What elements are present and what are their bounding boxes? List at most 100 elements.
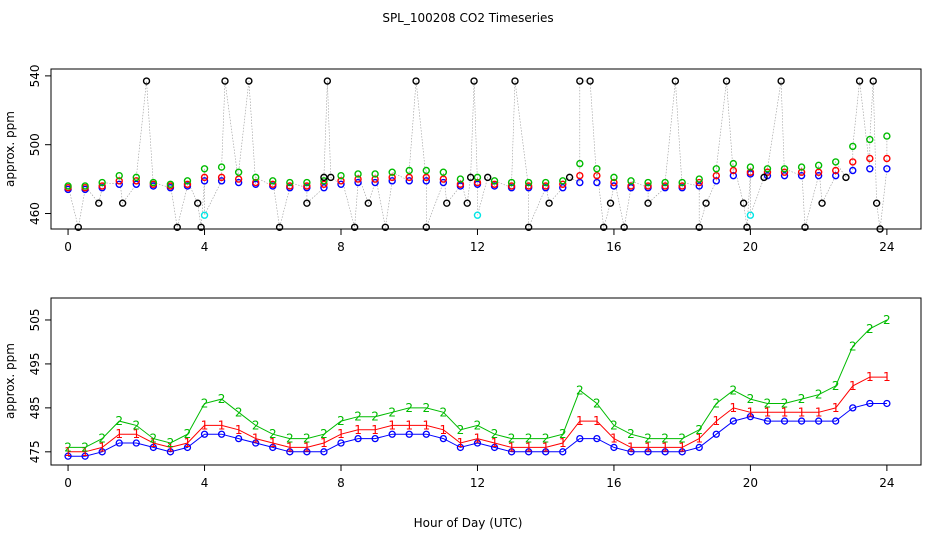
top-point-black bbox=[323, 77, 332, 85]
bottom-point-series-3 bbox=[883, 399, 891, 408]
bottom-point-series-3 bbox=[866, 399, 874, 408]
bottom-point-series-2: 2 bbox=[781, 396, 789, 410]
bottom-point-series-1: 1 bbox=[303, 440, 311, 454]
bottom-point-series-3 bbox=[98, 448, 106, 456]
top-point-black bbox=[545, 199, 553, 207]
bottom-point-series-3 bbox=[234, 434, 243, 443]
bottom-point-series-2: 2 bbox=[286, 432, 294, 446]
top-point-blue bbox=[849, 166, 857, 175]
bottom-point-series-1: 1 bbox=[627, 440, 635, 454]
top-y-tick-label: 540 bbox=[28, 64, 42, 87]
top-point-red bbox=[524, 182, 533, 190]
bottom-point-series-1: 1 bbox=[286, 440, 294, 454]
top-point-green bbox=[269, 177, 277, 185]
top-point-green bbox=[473, 173, 482, 182]
top-point-blue bbox=[695, 182, 703, 190]
top-point-black bbox=[327, 173, 335, 182]
bottom-point-series-1: 1 bbox=[491, 436, 499, 450]
top-point-black bbox=[695, 223, 703, 231]
top-point-green bbox=[490, 177, 499, 185]
bottom-point-series-2: 2 bbox=[218, 392, 226, 406]
bottom-point-series-2: 2 bbox=[98, 432, 106, 446]
bottom-point-series-2: 2 bbox=[747, 392, 755, 406]
top-point-red bbox=[132, 177, 140, 185]
top-point-red bbox=[797, 168, 806, 176]
top-point-black bbox=[466, 173, 475, 182]
bottom-ylabel: approx. ppm bbox=[3, 343, 17, 419]
top-point-red bbox=[115, 177, 123, 185]
bottom-point-series-2: 2 bbox=[440, 405, 448, 419]
bottom-x-tick-label: 0 bbox=[64, 476, 72, 490]
top-point-green bbox=[81, 182, 89, 190]
bottom-point-series-1: 1 bbox=[184, 436, 192, 450]
bottom-point-series-3 bbox=[149, 443, 158, 452]
top-point-green bbox=[610, 173, 618, 182]
top-point-black bbox=[275, 223, 284, 231]
bottom-point-series-1: 1 bbox=[337, 427, 345, 441]
top-point-black bbox=[443, 199, 451, 207]
top-point-black bbox=[364, 199, 372, 207]
bottom-point-series-3 bbox=[832, 417, 840, 425]
top-panel: approx. ppm 0 4 8 12 16 20 24 460 500 540 bbox=[3, 64, 922, 254]
top-point-black bbox=[221, 77, 229, 85]
bottom-point-series-3 bbox=[542, 448, 550, 456]
top-point-red bbox=[490, 180, 499, 188]
top-point-cyan bbox=[473, 211, 482, 219]
bottom-point-series-1: 1 bbox=[201, 418, 209, 432]
bottom-point-series-1: 1 bbox=[712, 414, 720, 428]
bottom-point-series-3 bbox=[746, 413, 755, 421]
bottom-point-series-1: 1 bbox=[167, 440, 175, 454]
top-point-blue bbox=[712, 177, 720, 185]
bottom-point-series-2: 2 bbox=[576, 383, 584, 397]
top-point-green bbox=[678, 178, 686, 187]
top-point-green bbox=[883, 132, 891, 140]
top-point-red bbox=[269, 180, 277, 188]
top-point-black bbox=[194, 199, 202, 207]
top-point-black bbox=[818, 199, 826, 207]
bottom-point-series-1: 1 bbox=[405, 418, 413, 432]
top-point-red bbox=[354, 175, 362, 183]
bottom-point-series-3 bbox=[610, 443, 618, 452]
top-point-red bbox=[746, 168, 755, 176]
top-point-red bbox=[388, 173, 396, 182]
bottom-y-tick-label: 495 bbox=[28, 352, 42, 375]
top-point-red bbox=[712, 171, 720, 180]
top-point-green bbox=[763, 165, 772, 173]
bottom-point-series-2: 2 bbox=[508, 432, 516, 446]
top-point-red bbox=[200, 173, 209, 182]
bottom-point-series-1: 1 bbox=[269, 436, 277, 450]
top-point-black bbox=[197, 223, 205, 231]
top-point-black bbox=[671, 77, 680, 85]
top-point-red bbox=[303, 182, 311, 190]
top-point-cyan bbox=[746, 211, 755, 219]
top-point-black bbox=[524, 223, 533, 231]
bottom-point-series-1: 1 bbox=[593, 414, 601, 428]
bottom-point-series-3 bbox=[524, 448, 533, 456]
bottom-point-series-3 bbox=[627, 448, 635, 456]
bottom-point-series-2: 2 bbox=[764, 396, 772, 410]
top-point-red bbox=[695, 178, 703, 187]
top-point-red bbox=[763, 168, 772, 176]
bottom-point-series-2: 2 bbox=[832, 379, 840, 393]
top-point-green bbox=[814, 161, 823, 170]
bottom-point-series-1: 1 bbox=[798, 405, 806, 419]
bottom-point-series-2: 2 bbox=[457, 423, 465, 437]
bottom-point-series-3 bbox=[678, 448, 686, 456]
top-point-red bbox=[832, 166, 840, 175]
top-plot-frame bbox=[50, 68, 922, 230]
top-point-green bbox=[132, 173, 140, 182]
top-point-red bbox=[644, 182, 652, 190]
top-point-green bbox=[456, 175, 465, 183]
bottom-point-series-3 bbox=[644, 448, 652, 456]
top-point-green bbox=[200, 165, 209, 173]
top-point-red bbox=[422, 173, 430, 182]
bottom-point-series-1: 1 bbox=[747, 405, 755, 419]
top-point-green bbox=[439, 168, 448, 176]
bottom-point-series-3 bbox=[763, 417, 772, 425]
top-point-blue bbox=[883, 165, 891, 173]
top-point-green bbox=[576, 159, 584, 168]
top-point-red bbox=[183, 180, 192, 188]
bottom-point-series-1: 1 bbox=[849, 379, 857, 393]
bottom-point-series-1: 1 bbox=[235, 423, 243, 437]
